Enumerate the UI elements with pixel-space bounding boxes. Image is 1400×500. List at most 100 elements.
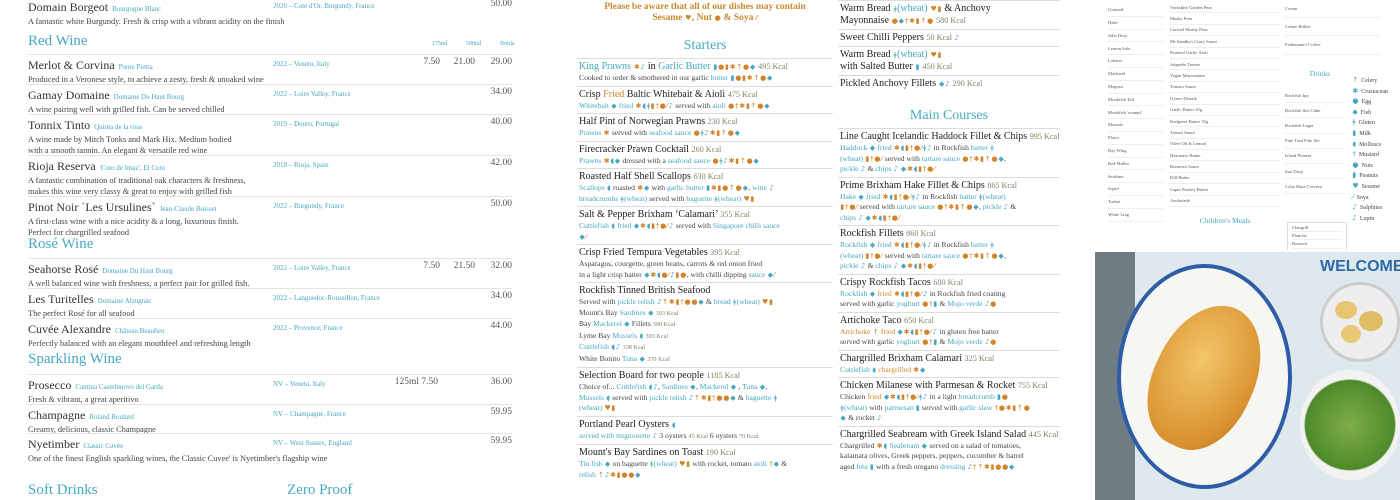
egg-icon: ●	[937, 203, 944, 211]
menu-item-title: Warm Bread ǂ(wheat) ♥▮	[840, 49, 1058, 61]
mustard-icon: †	[898, 192, 902, 201]
legend-item: ▮ Milk	[1352, 129, 1388, 140]
ingredient-link: Whitebait	[579, 100, 611, 110]
wine-producer: Jean-Claude Boisset	[159, 205, 217, 213]
kcal-value: 70 Kcal	[738, 432, 759, 440]
fish-icon: ◆	[900, 262, 907, 270]
sulphites-icon: ♪	[640, 63, 645, 71]
allergen-icons: ▮†●⁄	[865, 154, 883, 163]
egg-icon: ●	[927, 262, 934, 270]
mollusc-icon: ◖	[913, 262, 918, 270]
text: in gluten free batter	[937, 326, 999, 336]
mustard-icon: †	[655, 101, 659, 110]
crustacean-icon: ✱	[1352, 86, 1359, 95]
wine-row: Merlot & Corvina Ponte Pietra 2022 – Venet…	[28, 56, 512, 85]
nuts-icon: ●	[1002, 462, 1009, 471]
legend-item: † Mustard	[1352, 150, 1388, 161]
nuts-icon: ●	[628, 470, 635, 479]
ingredient-link: bread	[713, 297, 733, 306]
menu-item: Crispy Rockfish Tacos 600 Kcal Rockfish ◆…	[838, 273, 1060, 312]
allergen-icons: ▮†●⁄	[840, 202, 858, 211]
text: Half Pint of Norwegian Prawns	[579, 116, 708, 127]
kcal-value: 580 Kcal	[936, 16, 966, 25]
text: ,	[695, 382, 700, 391]
milk-icon: ▮	[915, 403, 920, 412]
menu-item-description: Whitebait ◆ fried ✱◖ǂ▮†●⁄♪ served with a…	[579, 101, 831, 112]
price: 36.00	[490, 377, 512, 387]
text: Mount's Bay Sardines on Toast	[579, 447, 706, 458]
menu-item: Chargrilled Seabream with Greek Island S…	[838, 425, 1060, 475]
mini-item: Romesco Sauce	[1170, 161, 1280, 173]
wine-region: 2022 – Loire Valley, France	[273, 90, 351, 98]
fish-icon: ◆	[1352, 107, 1358, 116]
ingredient-link: Seabream	[889, 440, 922, 450]
celery-icon: ↑	[984, 251, 991, 260]
peanuts-icon: ▮	[717, 184, 722, 192]
price: 32.00	[490, 261, 512, 271]
allergen-icons: ◆	[858, 192, 864, 201]
mustard-icon: †	[909, 289, 914, 298]
mustard-icon: †	[712, 393, 716, 402]
wine-description: makes this wine very classy & great to e…	[28, 187, 232, 196]
mini-item: Caper Parsley Butter	[1170, 184, 1280, 196]
crustacean-icon: ✱	[890, 393, 896, 401]
ingredient-link: (wheat)	[653, 459, 679, 468]
ingredient-link: Rockfish	[840, 288, 870, 298]
section-heading: Zero Proof	[287, 482, 353, 498]
wine-description: A wine pairing well with grilled fish. C…	[28, 105, 225, 114]
menu-item-description: (wheat) ▮†●⁄ served with tartare sauce ●…	[840, 154, 1058, 165]
wine-name: Gamay Domaine	[28, 88, 110, 102]
allergen-icons: ǂ	[714, 194, 718, 203]
ingredient-link: (wheat)	[840, 153, 866, 163]
kcal-value: 190 Kcal	[705, 448, 736, 457]
allergen-icons: ◖	[639, 331, 644, 340]
allergen-icons: ♪	[860, 164, 865, 173]
milk-icon: ▮	[1352, 128, 1357, 137]
kcal-value: 445 Kcal	[1028, 429, 1059, 439]
nuts-icon: ●	[991, 154, 998, 163]
mini-item: Coba Mara Cerveza	[1285, 179, 1345, 195]
allergen-icons: ⁄	[756, 13, 758, 23]
ingredient-link: fried	[617, 100, 636, 110]
divider	[28, 155, 512, 156]
potato-bowl	[1320, 282, 1400, 362]
wine-description: Perfectly balanced with an elegant mouth…	[28, 339, 251, 348]
menu-item-title: Selection Board for two people 1185 Kcal	[579, 370, 831, 382]
ingredient-link: Mackerel	[699, 382, 731, 391]
kcal-value: 355 Kcal	[720, 210, 750, 219]
menu-item-title: Chargrilled Brixham Calamari 325 Kcal	[840, 353, 1058, 365]
peanuts-icon: ▮	[707, 393, 712, 402]
ingredient-link: served with mignonette	[579, 430, 653, 440]
soya-icon: ⁄	[930, 327, 932, 336]
sulphites-icon: ♪	[1003, 203, 1009, 211]
menu-item: Artichoke Taco 650 Kcal Artichoke ↑ fried…	[838, 311, 1060, 350]
menu-item-title: Pickled Anchovy Fillets ◆♪ 290 Kcal	[840, 78, 1058, 90]
ingredient-link: baguette	[686, 193, 714, 203]
text: Portland Pearl Oysters	[579, 418, 672, 430]
kcal-value: 495 Kcal	[758, 62, 788, 71]
text: Rockfish Fillets	[840, 228, 907, 239]
sides-list: Warm Bread ǂ(wheat) ♥▮ & Anchovy Mayonnai…	[838, 0, 1060, 92]
mini-item: Island Pioneer	[1285, 149, 1345, 165]
mini-item: Cream	[1285, 0, 1380, 19]
mini-item: Anchoiade	[1170, 196, 1280, 208]
allergen-icons: ♥▮	[679, 459, 691, 468]
menu-item-description: in a light crisp batter ◆✱◖●⁄♪▮●, with c…	[579, 270, 831, 281]
ingredient-link: batter	[970, 240, 991, 249]
mollusc-icon: ◖	[646, 222, 651, 230]
celery-icon: ↑	[977, 462, 984, 471]
wine-row: Cuvée Alexandre Château Beaulieu 2022 – Pr…	[28, 320, 512, 349]
soya-icon: ⁄	[920, 289, 923, 298]
mini-item: Rockfish Sea Cider	[1285, 103, 1345, 119]
sulphites-icon: ♪	[657, 298, 662, 306]
ingredient-link: yoghurt	[896, 337, 922, 346]
kcal-value: 393 Kcal	[645, 332, 669, 340]
peanuts-icon: ▮	[745, 101, 750, 110]
fish-icon: ◆	[749, 63, 756, 71]
text: roasted	[611, 183, 637, 192]
allergen-icons: ǂ	[990, 240, 994, 249]
text: in a light crisp batter	[579, 269, 644, 279]
sulphites-icon: ♪	[945, 80, 950, 88]
text: Chicken Milanese with Parmesan & Rocket	[840, 380, 1018, 391]
text: Warm Bread	[840, 3, 894, 14]
